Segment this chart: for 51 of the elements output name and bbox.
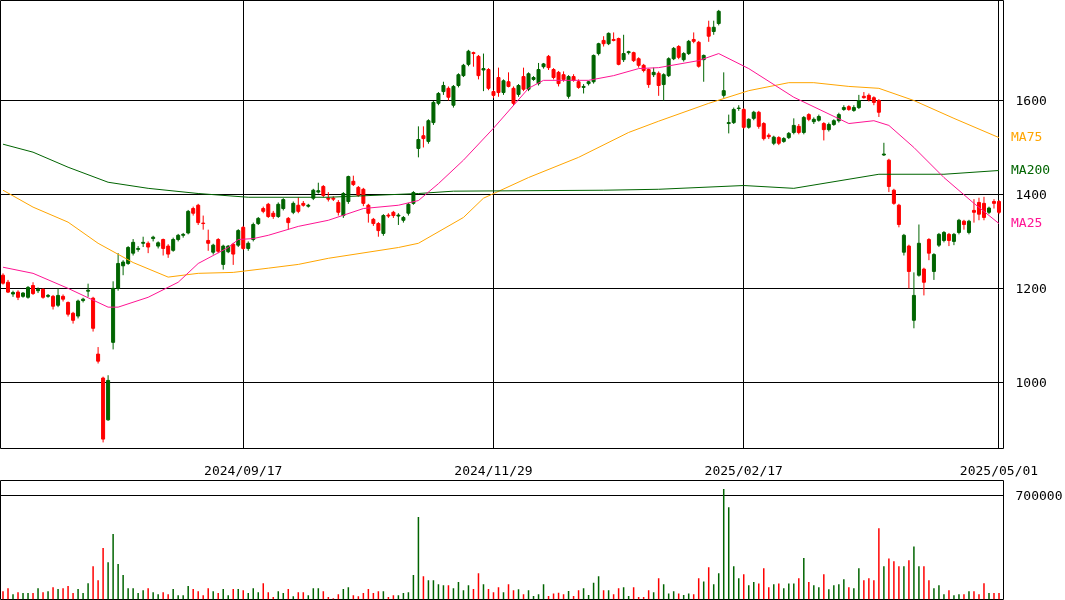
y-tick-label: 1600 [1015, 93, 1047, 109]
candlestick [521, 67, 526, 92]
candlestick [416, 125, 421, 158]
candlestick [421, 125, 426, 148]
candlestick [921, 267, 926, 296]
x-tick-label: 2025/05/01 [959, 462, 1039, 478]
candlestick [946, 232, 951, 247]
candlestick [146, 240, 151, 254]
candlestick [476, 54, 481, 80]
series-label: MA75 [1011, 127, 1043, 146]
candlestick [901, 233, 906, 256]
candlestick [566, 74, 571, 100]
candlestick [931, 252, 936, 281]
candlestick [706, 20, 711, 43]
candlestick [451, 84, 456, 109]
series-label: MA200 [1011, 160, 1051, 179]
candlestick [741, 107, 746, 130]
candlestick [11, 290, 16, 298]
candlestick [481, 53, 486, 92]
y-tick-label: 700000 [1015, 487, 1063, 503]
candlestick [656, 70, 661, 97]
candlestick [56, 287, 61, 308]
candlestick [721, 71, 726, 99]
candlestick [696, 40, 701, 69]
candlestick [926, 237, 931, 261]
candlestick [881, 142, 886, 157]
candlestick [251, 222, 256, 242]
x-tick-label: 2025/02/17 [704, 462, 783, 478]
candlestick [821, 121, 826, 141]
candlestick [961, 219, 966, 231]
line-series [2, 82, 1000, 278]
y-tick-label: 1000 [1015, 374, 1047, 390]
x-tick-label: 2024/09/17 [204, 462, 283, 478]
candlestick [206, 229, 211, 252]
candlestick [241, 225, 246, 251]
candlestick [621, 34, 626, 63]
candlestick [141, 236, 146, 248]
candlestick [61, 293, 66, 303]
series-label: MA25 [1011, 213, 1043, 232]
y-tick-label: 1400 [1015, 186, 1047, 202]
candlestick [896, 203, 901, 228]
candlestick [801, 115, 806, 135]
candlestick [96, 346, 101, 364]
line-series [2, 53, 1000, 308]
candlestick [186, 209, 191, 235]
y-tick-label: 1200 [1015, 280, 1047, 296]
candlestick [46, 293, 51, 299]
candlestick [486, 67, 491, 91]
candlestick [381, 213, 386, 237]
x-tick-label: 2024/11/29 [454, 462, 533, 478]
candlestick [86, 283, 91, 298]
